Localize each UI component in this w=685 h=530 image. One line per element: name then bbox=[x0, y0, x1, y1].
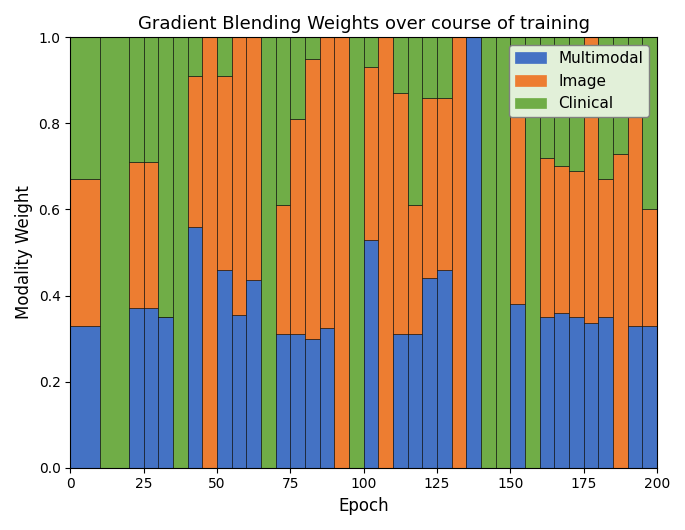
Bar bbox=[540, 317, 554, 467]
Bar bbox=[643, 326, 657, 467]
Bar bbox=[144, 37, 158, 162]
Bar bbox=[275, 334, 290, 467]
Bar bbox=[569, 171, 584, 317]
Bar bbox=[129, 308, 144, 467]
Bar bbox=[320, 328, 334, 467]
Bar bbox=[232, 37, 246, 315]
Bar bbox=[540, 158, 554, 317]
Bar bbox=[71, 179, 99, 326]
Bar bbox=[627, 67, 643, 326]
Bar bbox=[320, 37, 334, 328]
Bar bbox=[422, 98, 437, 278]
Bar bbox=[188, 37, 202, 76]
Bar bbox=[246, 280, 261, 467]
Bar bbox=[554, 313, 569, 467]
Bar bbox=[495, 37, 510, 467]
Bar bbox=[437, 98, 451, 270]
Bar bbox=[408, 334, 422, 467]
Bar bbox=[569, 37, 584, 171]
Bar bbox=[364, 37, 378, 67]
Bar bbox=[598, 179, 613, 317]
Bar bbox=[173, 37, 188, 467]
Bar bbox=[144, 308, 158, 467]
Bar bbox=[408, 205, 422, 334]
Bar bbox=[393, 334, 408, 467]
Bar bbox=[481, 37, 495, 467]
Bar bbox=[158, 37, 173, 317]
Bar bbox=[378, 37, 393, 467]
Bar bbox=[510, 37, 525, 55]
Bar bbox=[144, 162, 158, 308]
Bar bbox=[643, 209, 657, 326]
Bar bbox=[598, 317, 613, 467]
Bar bbox=[217, 37, 232, 76]
Bar bbox=[305, 59, 320, 339]
Bar bbox=[290, 334, 305, 467]
Bar bbox=[627, 326, 643, 467]
Bar bbox=[393, 93, 408, 334]
Bar bbox=[305, 37, 320, 59]
Bar bbox=[510, 55, 525, 304]
Bar bbox=[393, 37, 408, 93]
Bar bbox=[437, 37, 451, 98]
Bar bbox=[408, 37, 422, 205]
Bar bbox=[202, 37, 217, 467]
Bar bbox=[422, 278, 437, 467]
Bar bbox=[129, 37, 144, 162]
Bar bbox=[217, 76, 232, 270]
Bar bbox=[158, 317, 173, 467]
Title: Gradient Blending Weights over course of training: Gradient Blending Weights over course of… bbox=[138, 15, 590, 33]
Bar bbox=[275, 205, 290, 334]
Bar bbox=[643, 37, 657, 209]
Bar bbox=[129, 162, 144, 308]
Bar bbox=[422, 37, 437, 98]
Bar bbox=[246, 37, 261, 280]
Bar bbox=[99, 37, 129, 467]
Bar bbox=[217, 270, 232, 467]
Bar bbox=[510, 304, 525, 467]
Bar bbox=[261, 37, 275, 467]
Bar bbox=[451, 37, 466, 467]
Bar bbox=[584, 37, 598, 323]
Bar bbox=[275, 37, 290, 205]
Bar bbox=[569, 317, 584, 467]
Bar bbox=[334, 37, 349, 467]
Bar bbox=[466, 37, 481, 467]
Bar bbox=[584, 323, 598, 467]
Bar bbox=[540, 37, 554, 158]
Bar bbox=[188, 227, 202, 467]
Legend: Multimodal, Image, Clinical: Multimodal, Image, Clinical bbox=[510, 45, 649, 118]
Bar bbox=[232, 315, 246, 467]
Bar bbox=[613, 154, 627, 467]
Bar bbox=[627, 37, 643, 67]
Bar bbox=[71, 37, 99, 179]
X-axis label: Epoch: Epoch bbox=[338, 497, 389, 515]
Bar bbox=[290, 37, 305, 119]
Bar bbox=[598, 37, 613, 179]
Bar bbox=[364, 67, 378, 240]
Bar bbox=[290, 119, 305, 334]
Bar bbox=[525, 37, 540, 467]
Bar bbox=[71, 326, 99, 467]
Bar bbox=[349, 37, 364, 467]
Bar bbox=[364, 240, 378, 467]
Bar bbox=[437, 270, 451, 467]
Bar bbox=[188, 76, 202, 227]
Bar bbox=[554, 37, 569, 166]
Bar bbox=[305, 339, 320, 467]
Y-axis label: Modality Weight: Modality Weight bbox=[15, 186, 33, 320]
Bar bbox=[613, 37, 627, 154]
Bar bbox=[554, 166, 569, 313]
